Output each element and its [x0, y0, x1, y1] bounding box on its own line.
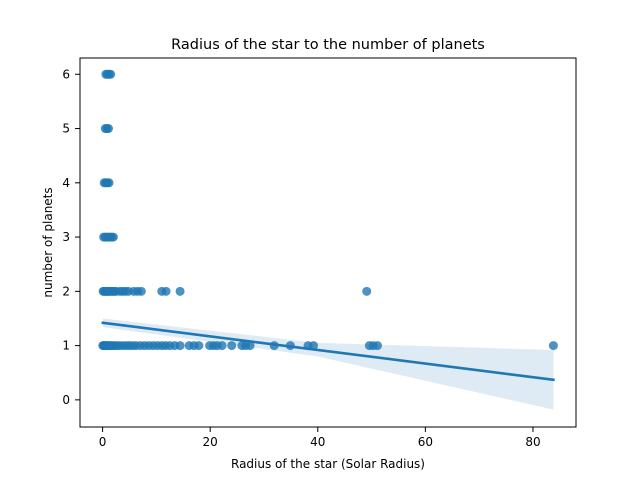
y-tick-label-5: 4: [62, 176, 70, 190]
data-point-68: [175, 341, 185, 351]
y-tick-label-1: 0: [62, 393, 70, 407]
x-tick-label-5: 80: [525, 435, 540, 449]
data-point-4: [106, 69, 116, 79]
y-axis-label: number of planets: [41, 187, 55, 297]
data-points: [98, 69, 558, 351]
y-tick-label-3: 2: [62, 284, 70, 298]
y-tick-label-4: 3: [62, 230, 70, 244]
x-tick-label-4: 60: [418, 435, 433, 449]
data-point-36: [136, 286, 146, 296]
data-point-75: [217, 341, 227, 351]
y-tick-label-6: 5: [62, 122, 70, 136]
y-tick-label-2: 1: [62, 339, 70, 353]
x-axis-label: Radius of the star (Solar Radius): [231, 457, 425, 471]
plot-frame: [79, 57, 577, 428]
data-point-11: [104, 178, 114, 188]
data-point-39: [175, 286, 185, 296]
y-tick-label-7: 6: [62, 67, 70, 81]
x-tick-label-3: 40: [310, 435, 325, 449]
data-point-38: [161, 286, 171, 296]
confidence-band: [102, 318, 554, 410]
chart-title: Radius of the star to the number of plan…: [171, 37, 485, 53]
data-point-87: [548, 341, 558, 351]
regression-line: [101, 321, 555, 382]
data-point-76: [227, 341, 237, 351]
data-point-7: [104, 124, 114, 134]
x-tick-label-1: 0: [99, 435, 107, 449]
data-point-79: [245, 341, 255, 351]
data-point-86: [372, 341, 382, 351]
x-tick-label-2: 20: [203, 435, 218, 449]
data-point-40: [362, 286, 372, 296]
data-point-18: [108, 232, 118, 242]
data-point-71: [194, 341, 204, 351]
